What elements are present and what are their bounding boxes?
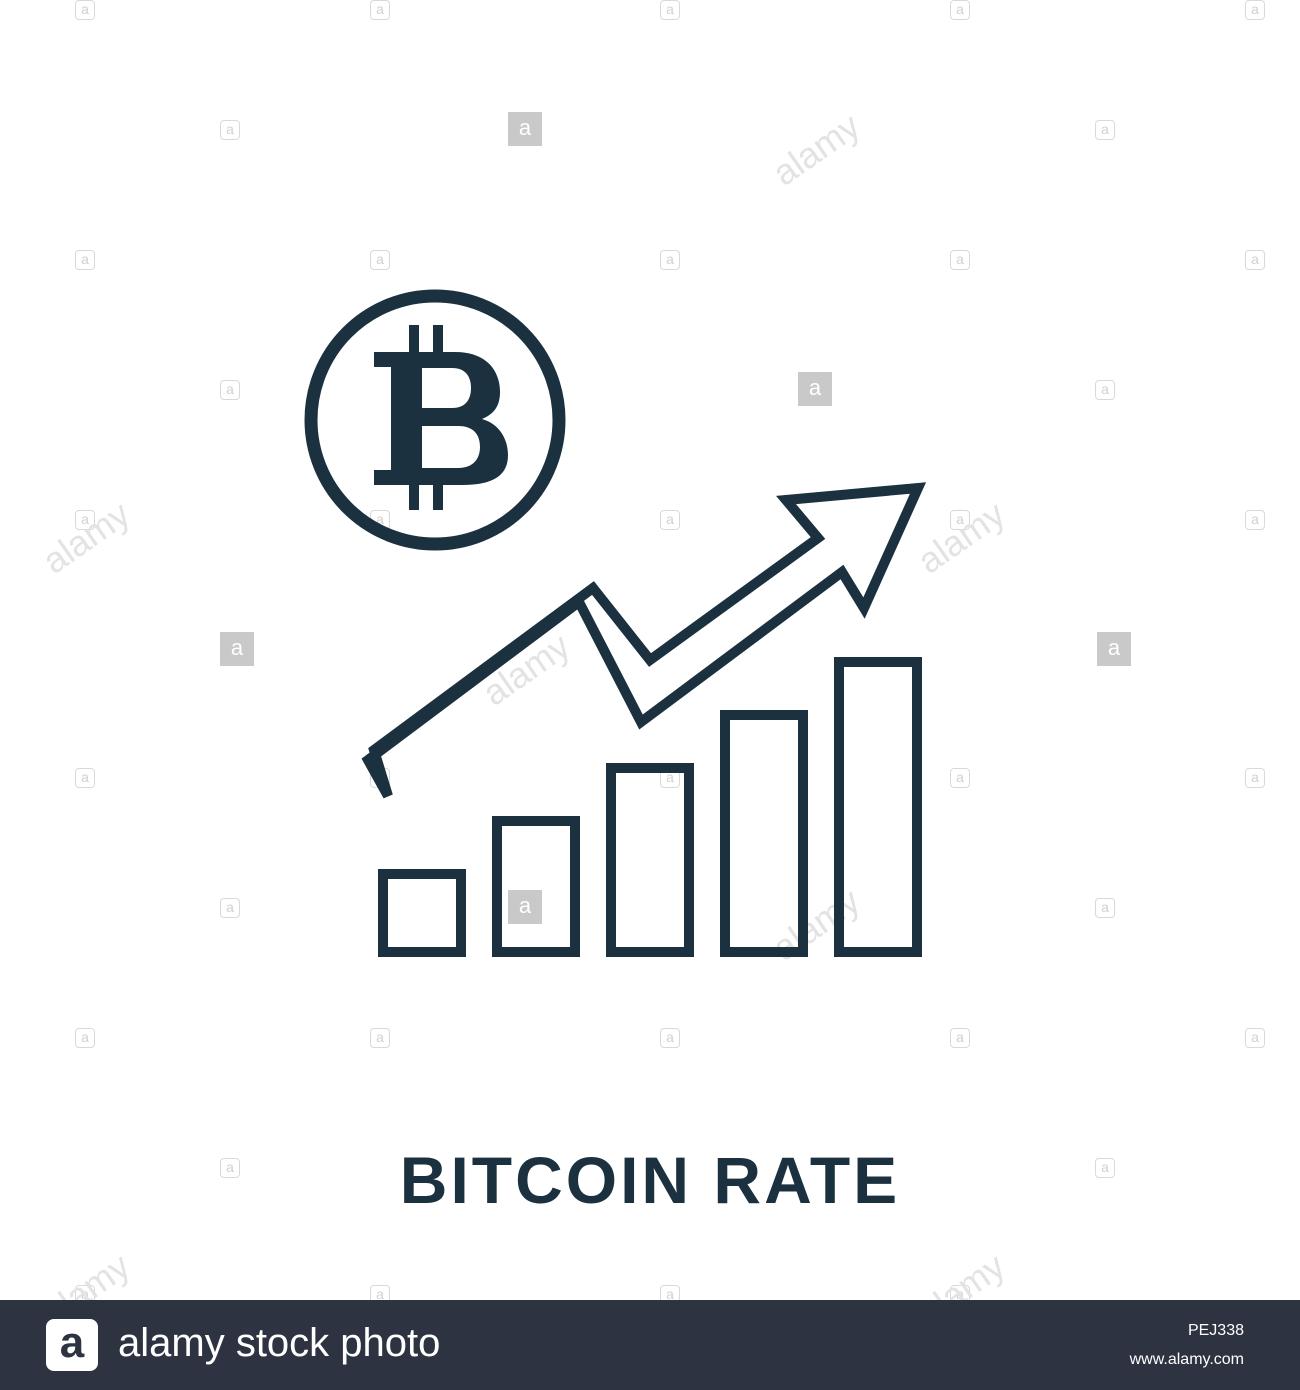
bar-3 <box>606 763 694 957</box>
footer-brand-text: alamy stock photo <box>118 1321 441 1365</box>
bitcoin-symbol-icon <box>374 325 508 510</box>
page-title: BITCOIN RATE <box>399 1143 901 1217</box>
footer-bar: a alamy stock photo PEJ338 www.alamy.com <box>0 1300 1300 1390</box>
footer-url[interactable]: www.alamy.com <box>1129 1351 1244 1368</box>
bar-2 <box>492 816 580 957</box>
bar-1 <box>378 869 466 957</box>
alamy-logo-icon: a <box>46 1319 98 1371</box>
bar-5 <box>834 657 922 957</box>
bar-chart-icon <box>378 657 922 957</box>
bar-4 <box>720 710 808 957</box>
bitcoin-rate-growth-icon <box>304 289 927 957</box>
icon-canvas: a a a a a a a a a a a a a a a a a a a a … <box>35 0 1265 1334</box>
footer-image-id: PEJ338 <box>1187 1322 1244 1339</box>
coin-outline-icon <box>304 289 566 551</box>
trend-arrow-icon <box>361 482 927 799</box>
